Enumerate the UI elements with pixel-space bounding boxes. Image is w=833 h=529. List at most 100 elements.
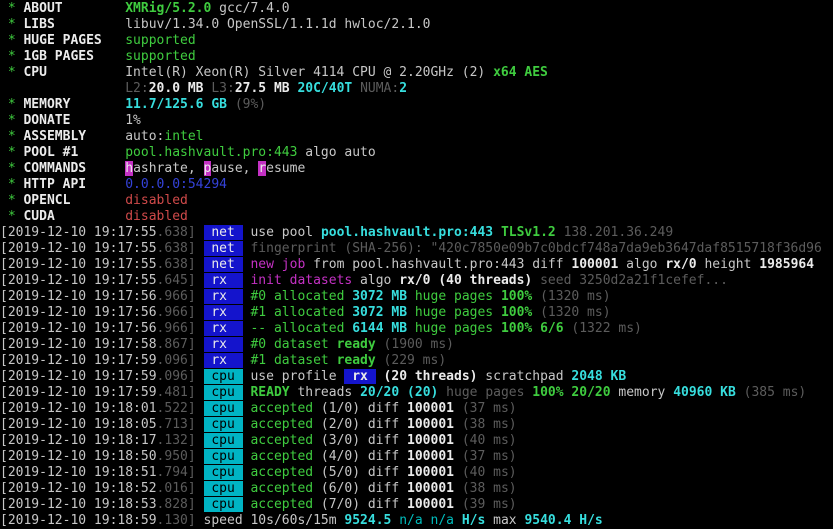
terminal-line: * HTTP API 0.0.0.0:54294 — [0, 177, 833, 193]
tag-net: net — [203, 257, 243, 272]
text-segment: .794] — [156, 465, 196, 480]
text-segment: [2019-12-10 19:18:17 — [0, 433, 157, 448]
text-segment: use pool — [250, 225, 321, 240]
text-segment — [196, 449, 204, 464]
tag-cpu: cpu — [203, 433, 243, 448]
text-segment: ready — [336, 353, 376, 368]
text-segment: 0.0.0.0:54294 — [125, 177, 227, 192]
text-segment: huge pages — [414, 289, 501, 304]
text-segment: [2019-12-10 19:17:56 — [0, 305, 157, 320]
text-segment: disabled — [125, 209, 188, 224]
text-segment: pool.hashvault.pro:443 — [320, 225, 501, 240]
text-segment: 9524.5 — [344, 513, 392, 528]
text-segment: .481] — [156, 385, 196, 400]
terminal-line: * OPENCL disabled — [0, 193, 833, 209]
text-segment: 20/20 (20) — [360, 385, 439, 400]
text-segment: (38 ms) — [461, 417, 517, 432]
text-segment — [454, 449, 462, 464]
text-segment — [352, 81, 360, 96]
text-segment — [454, 433, 462, 448]
text-segment: [2019-12-10 19:17:58 — [0, 337, 157, 352]
text-segment: supported — [125, 49, 196, 64]
text-segment: 100001 — [571, 257, 619, 272]
terminal-line: L2:20.0 MB L3:27.5 MB 20C/40T NUMA:2 — [0, 81, 833, 97]
text-segment — [196, 337, 204, 352]
text-segment — [376, 337, 384, 352]
text-segment: algo — [352, 273, 400, 288]
tag-cpu: cpu — [203, 465, 243, 480]
text-segment: [2019-12-10 19:17:56 — [0, 289, 157, 304]
text-segment: (1322 ms) — [571, 321, 642, 336]
text-segment: * — [0, 161, 24, 176]
text-segment: .966] — [156, 321, 196, 336]
text-segment: rx/0 — [665, 257, 697, 272]
text-segment: 2 — [399, 81, 408, 96]
text-segment — [196, 369, 204, 384]
text-segment: [2019-12-10 19:18:05 — [0, 417, 157, 432]
field-label-commands: COMMANDS — [23, 161, 126, 176]
text-segment: algo — [618, 257, 666, 272]
text-segment: L3: — [211, 81, 235, 96]
text-segment: [2019-12-10 19:18:50 — [0, 449, 157, 464]
text-segment: .638] — [156, 257, 196, 272]
text-segment: (37 ms) — [461, 401, 517, 416]
text-segment: 3072 MB — [352, 289, 415, 304]
text-segment: (9%) — [234, 97, 267, 112]
text-segment: [2019-12-10 19:17:59 — [0, 353, 157, 368]
text-segment: [2019-12-10 19:17:59 — [0, 369, 157, 384]
text-segment: .130] — [156, 513, 196, 528]
text-segment: memory — [610, 385, 674, 400]
terminal-line: [2019-12-10 19:18:50.950] cpu accepted (… — [0, 449, 833, 465]
text-segment: threads — [289, 385, 361, 400]
text-segment: accepted — [250, 481, 314, 496]
text-segment — [454, 401, 462, 416]
field-label-about: ABOUT — [23, 1, 126, 16]
text-segment: 11.7/125.6 GB — [125, 97, 227, 112]
text-segment: [2019-12-10 19:17:55 — [0, 225, 157, 240]
text-segment: Intel(R) Xeon(R) Silver 4114 CPU @ 2.20G… — [125, 65, 494, 80]
tag-cpu: cpu — [203, 401, 243, 416]
text-segment: 138.201.36.249 — [563, 225, 674, 240]
text-segment: init datasets — [250, 273, 353, 288]
terminal-line: * COMMANDS hashrate, pause, resume — [0, 161, 833, 177]
text-segment: * — [0, 1, 24, 16]
terminal-line: [2019-12-10 19:17:56.966] rx #0 allocate… — [0, 289, 833, 305]
text-segment — [532, 305, 540, 320]
terminal-line: * POOL #1 pool.hashvault.pro:443 algo au… — [0, 145, 833, 161]
text-segment: 100001 — [407, 465, 454, 480]
text-segment: use profile — [250, 369, 345, 384]
tag-rx: rx — [203, 305, 243, 320]
text-segment: -- allocated — [250, 321, 353, 336]
terminal-line: * MEMORY 11.7/125.6 GB (9%) — [0, 97, 833, 113]
tag-net: net — [203, 241, 243, 256]
text-segment: max — [485, 513, 525, 528]
text-segment: 27.5 MB — [234, 81, 290, 96]
text-segment: * — [0, 209, 24, 224]
text-segment — [376, 353, 384, 368]
text-segment — [196, 321, 204, 336]
terminal-line: * HUGE PAGES supported — [0, 33, 833, 49]
text-segment: .867] — [156, 337, 196, 352]
text-segment: (4/0) diff — [313, 449, 408, 464]
text-segment: * — [0, 145, 24, 160]
text-segment: new job — [250, 257, 306, 272]
text-segment: * — [0, 129, 24, 144]
text-segment: ause, — [211, 161, 259, 176]
text-segment: accepted — [250, 433, 314, 448]
terminal-line: * ASSEMBLY auto:intel — [0, 129, 833, 145]
text-segment: 100% 6/6 — [500, 321, 564, 336]
text-segment — [454, 417, 462, 432]
text-segment: .096] — [156, 353, 196, 368]
text-segment — [196, 465, 204, 480]
text-segment: 20C/40T — [297, 81, 353, 96]
terminal-line: * CPU Intel(R) Xeon(R) Silver 4114 CPU @… — [0, 65, 833, 81]
tag-cpu: cpu — [203, 497, 243, 512]
text-segment: * — [0, 33, 24, 48]
text-segment: #0 allocated — [250, 289, 353, 304]
text-segment: algo auto — [297, 145, 376, 160]
text-segment — [196, 257, 204, 272]
text-segment: scratchpad — [477, 369, 572, 384]
terminal-line: [2019-12-10 19:18:05.713] cpu accepted (… — [0, 417, 833, 433]
text-segment: x64 AES — [493, 65, 548, 80]
